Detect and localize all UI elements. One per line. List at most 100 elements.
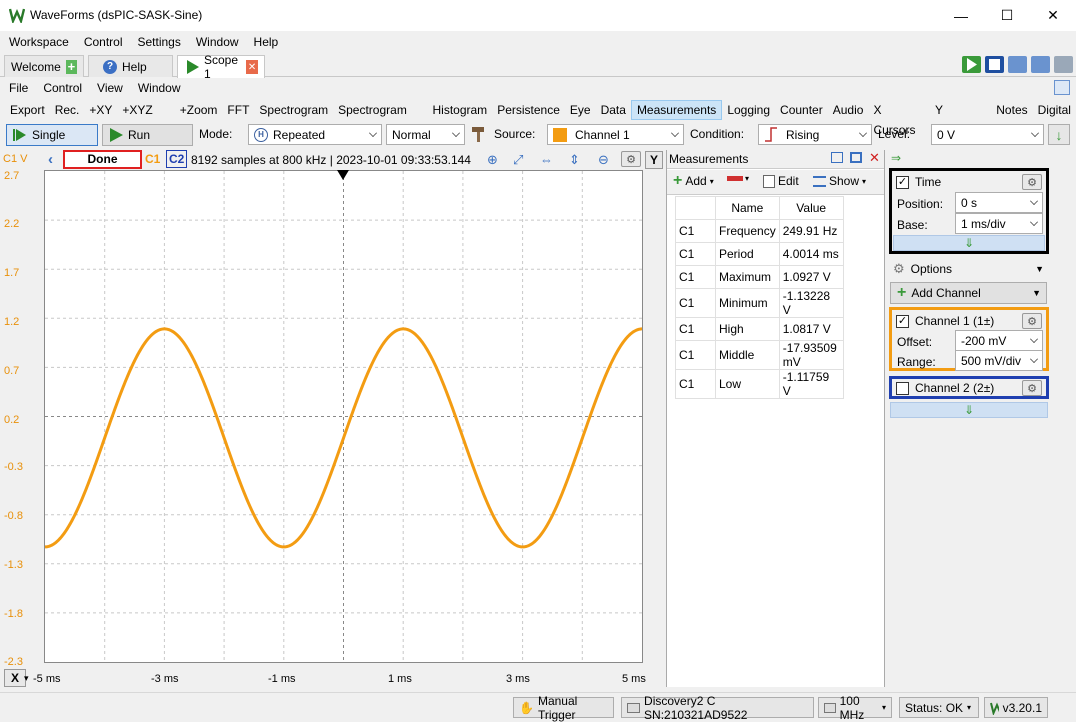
table-row[interactable]: C1 Minimum -1.13228 V [675,288,844,318]
maximize-button[interactable]: ☐ [1000,7,1014,23]
mode-select[interactable]: H Repeated [248,124,382,145]
table-row[interactable]: C1 Maximum 1.0927 V [675,265,844,289]
scope-menu-window[interactable]: Window [137,81,181,95]
zoom-in-icon[interactable]: ⊕ [487,152,498,167]
add-channel-button[interactable]: + Add Channel ▼ [890,282,1047,304]
level-down-arrow-icon[interactable]: ↓ [1048,124,1070,145]
menu-help[interactable]: Help [253,35,279,49]
level-input[interactable]: 0 V [931,124,1044,145]
channel-1-checkbox[interactable]: ✓ [896,314,909,328]
spectrogram-button[interactable]: Spectrogram [259,103,329,117]
spectrogram-3d-button[interactable]: Spectrogram 3D [338,103,407,137]
histogram-button[interactable]: Histogram [432,103,488,117]
position-input[interactable]: 0 s [955,192,1043,213]
channel-1-gear-icon[interactable]: ⚙ [1022,313,1042,329]
dock-window-icon[interactable] [1054,80,1070,95]
tab-help[interactable]: ? Help [88,55,173,77]
settings-icon[interactable] [1054,56,1073,73]
add-xyz-3d-button[interactable]: +XYZ 3D [122,103,153,137]
export-button[interactable]: Export [10,103,45,117]
pan-icon[interactable]: ⇔ [540,152,553,167]
x-axis-button[interactable]: X [4,669,26,687]
maximize-panel-icon[interactable] [850,152,862,163]
trigger-position-marker[interactable] [337,170,349,180]
table-row[interactable]: C1 Low -1.11759 V [675,369,844,399]
base-select[interactable]: 1 ms/div [955,213,1043,234]
scope-menu-file[interactable]: File [9,81,29,95]
audio-button[interactable]: Audio [832,103,864,117]
remove-measurement-button[interactable]: ▾ [727,174,749,183]
menu-control[interactable]: Control [83,35,123,49]
measurements-button[interactable]: Measurements [630,100,723,120]
clock-selector[interactable]: 100 MHz ▾ [818,694,892,722]
trigger-type-select[interactable]: Normal [386,124,465,145]
panel-collapse-arrow-icon[interactable]: ⇒ [891,151,902,165]
options-row[interactable]: ⚙ Options ▼ [893,261,1048,277]
table-row[interactable]: C1 Period 4.0014 ms [675,242,844,266]
add-tab-icon[interactable]: + [65,59,77,74]
counter-button[interactable]: Counter [780,103,823,117]
menu-workspace[interactable]: Workspace [9,35,69,49]
persistence-button[interactable]: Persistence [497,103,560,117]
channel-1-indicator[interactable]: C1 [145,152,161,166]
zoom-out-icon[interactable]: ⊖ [598,152,609,167]
channels-expand-icon[interactable]: ⇓ [890,402,1048,418]
time-expand-icon[interactable]: ⇓ [893,235,1045,251]
channel-2-indicator[interactable]: C2 [166,150,188,168]
source-select[interactable]: Channel 1 [547,124,684,145]
channel-2-checkbox[interactable] [896,381,909,395]
x-cursors-button[interactable]: X Cursors [873,103,916,137]
minimize-button[interactable]: — [954,7,968,24]
manual-trigger-button[interactable]: ✋ Manual Trigger [513,694,614,722]
chevron-left-icon[interactable]: ‹ [48,151,53,168]
device-selector[interactable]: Discovery2 C SN:210321AD9522 [621,694,814,722]
close-panel-icon[interactable]: ✕ [869,150,880,165]
eye-button[interactable]: Eye [569,103,591,117]
data-button[interactable]: Data [600,103,626,117]
digital-button[interactable]: Digital [1037,103,1071,117]
y-axis-button[interactable]: Y [645,151,663,169]
menu-settings[interactable]: Settings [137,35,181,49]
tile-windows-icon[interactable] [1031,56,1050,73]
run-all-icon[interactable] [962,56,981,73]
table-row[interactable]: C1 Middle -17.93509 mV [675,340,844,370]
time-checkbox[interactable]: ✓ [896,175,909,189]
table-row[interactable]: C1 Frequency 249.91 Hz [675,219,844,243]
channel-2-gear-icon[interactable]: ⚙ [1022,380,1042,396]
table-row[interactable]: C1 High 1.0817 V [675,317,844,341]
pan-vertical-icon[interactable]: ⇕ [569,152,580,167]
add-xy-button[interactable]: +XY [89,103,113,117]
scope-plot[interactable] [44,170,643,663]
single-button[interactable]: Single [6,124,98,146]
tab-scope-1[interactable]: Scope 1 ✕ [177,53,265,81]
restore-panel-icon[interactable] [831,152,843,163]
scope-menu-view[interactable]: View [97,81,123,95]
auto-set-hammer-icon[interactable] [471,126,485,143]
notes-button[interactable]: Notes [996,103,1028,117]
close-button[interactable]: ✕ [1047,7,1059,23]
tab-welcome[interactable]: Welcome + [4,55,84,77]
zoom-area-icon[interactable]: ⤢ [513,152,524,167]
fft-button[interactable]: FFT [227,103,250,117]
status-indicator[interactable]: Status: OK ▾ [899,697,979,718]
run-button[interactable]: Run [102,124,193,146]
edit-measurement-button[interactable]: Edit [763,174,799,188]
record-button[interactable]: Rec. [54,103,80,117]
add-zoom-button[interactable]: +Zoom [179,103,218,117]
cascade-windows-icon[interactable] [1008,56,1027,73]
x-axis-dropdown-icon[interactable]: ▾ [24,673,29,683]
scope-menu-control[interactable]: Control [43,81,83,95]
stop-all-icon[interactable] [985,56,1004,73]
condition-select[interactable]: Rising [758,124,872,145]
scope-settings-gear-icon[interactable]: ⚙ [621,151,641,167]
range-select[interactable]: 500 mV/div [955,350,1043,371]
time-gear-icon[interactable]: ⚙ [1022,174,1042,190]
close-tab-icon[interactable]: ✕ [246,60,258,74]
logging-button[interactable]: Logging [727,103,771,117]
offset-input[interactable]: -200 mV [955,330,1043,351]
add-measurement-button[interactable]: + Add ▾ [673,172,714,189]
show-measurement-button[interactable]: Show ▾ [813,174,866,188]
menu-window[interactable]: Window [195,35,239,49]
version-button[interactable]: v3.20.1 [984,697,1048,718]
y-cursors-button[interactable]: Y Cursors [934,103,977,137]
